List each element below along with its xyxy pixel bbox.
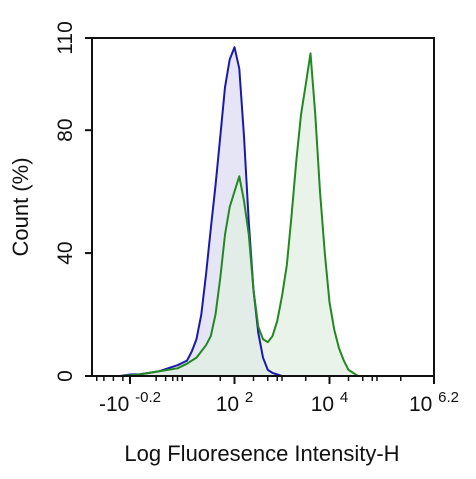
- y-tick-label: 0: [54, 370, 77, 382]
- plot-frame: [91, 37, 435, 377]
- x-tick-label: -10 -0.2: [99, 389, 161, 416]
- series-2-line: [101, 52, 359, 377]
- x-tick-label: 10 6.2: [409, 389, 459, 416]
- x-axis-title: Log Fluoresence Intensity-H: [124, 441, 399, 466]
- series-2-area: [101, 53, 358, 377]
- x-tick-label: 10 4: [311, 389, 349, 416]
- plot-series: [101, 46, 359, 377]
- y-tick-label: 110: [54, 21, 77, 54]
- x-tick-label: 10 2: [216, 389, 254, 416]
- axes: 0 40 80 110 -10 -0.2 10 2 10 4 10 6.2: [54, 21, 459, 416]
- y-tick-label: 40: [54, 241, 77, 264]
- y-tick-label: 80: [54, 119, 77, 142]
- y-axis-title: Count (%): [8, 157, 33, 256]
